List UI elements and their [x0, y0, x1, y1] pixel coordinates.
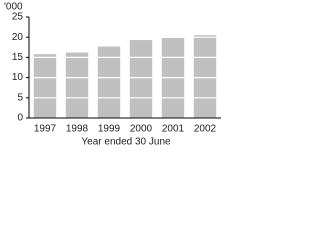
bar — [65, 52, 89, 118]
x-tick-label: 2002 — [194, 124, 217, 135]
y-tick-label: 5 — [17, 92, 23, 103]
bar — [193, 35, 217, 118]
bar — [33, 54, 57, 118]
y-tick-label: 10 — [12, 72, 24, 83]
y-tick-label: 25 — [12, 12, 24, 23]
bar — [129, 40, 153, 118]
y-tick-label: 15 — [12, 52, 24, 63]
y-axis-unit: '000 — [4, 2, 23, 13]
bar — [97, 46, 121, 118]
x-tick-label: 2001 — [162, 124, 185, 135]
y-tick-label: 0 — [17, 113, 23, 124]
x-axis-title: Year ended 30 June — [81, 137, 171, 148]
x-tick-label: 1997 — [34, 124, 57, 135]
chart: '000 Year ended 30 June 1997 1998 1999 2000… — [4, 2, 221, 148]
x-tick-label: 1999 — [98, 124, 121, 135]
x-tick-label: 1998 — [66, 124, 89, 135]
y-tick-label: 20 — [12, 32, 24, 43]
x-tick-label: 2000 — [130, 124, 153, 135]
